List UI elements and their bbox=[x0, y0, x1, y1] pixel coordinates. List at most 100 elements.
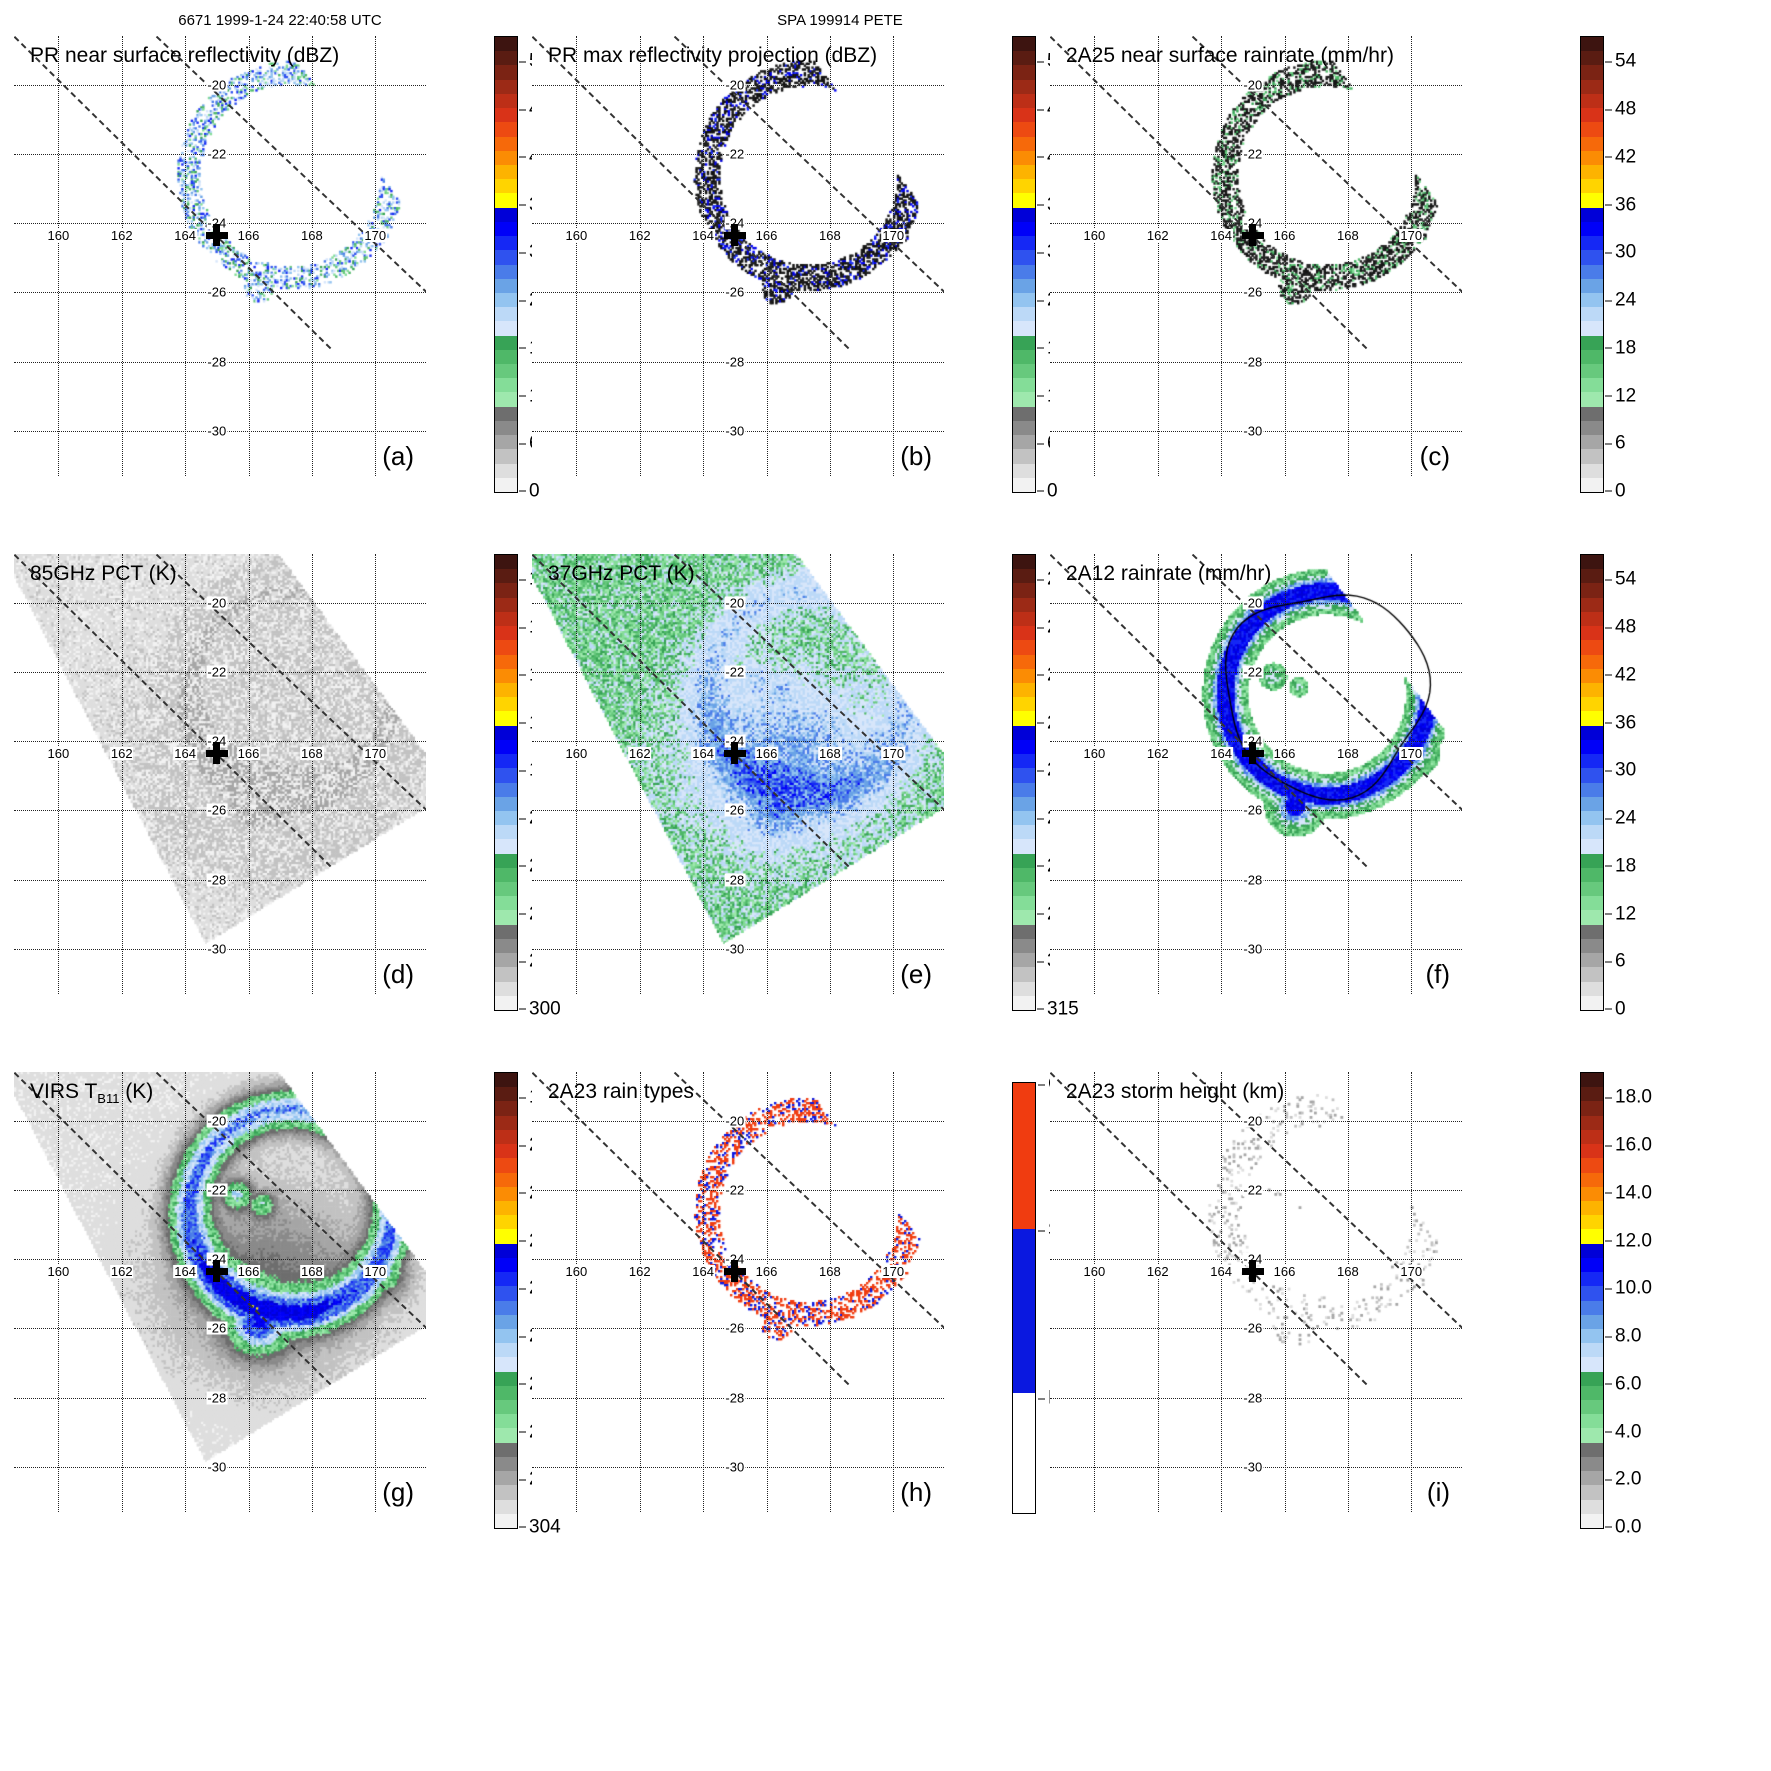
gridline-vertical bbox=[1411, 36, 1413, 476]
colorbar-segment bbox=[495, 1272, 517, 1287]
colorbar-tick: 48 bbox=[1605, 618, 1636, 637]
map-canvas-wrap: 160 162 164 166 168 170 -20 -22 -24 -26 -28 -30 bbox=[1050, 36, 1462, 476]
lat-tick-label: -30 bbox=[1242, 423, 1264, 439]
colorbar-segment bbox=[1581, 392, 1603, 407]
colorbar-segment bbox=[1013, 711, 1035, 726]
map-area-d[interactable]: 160 162 164 166 168 170 -20 -22 -24 -26 -28 -30 bbox=[14, 554, 426, 994]
colorbar-segment bbox=[495, 640, 517, 655]
colorbar-segment bbox=[495, 910, 517, 925]
colorbar-segment bbox=[1581, 150, 1603, 165]
panel-title-g: VIRS TB11 (K) bbox=[30, 1080, 153, 1106]
data-layer-c bbox=[1050, 36, 1462, 476]
colorbar-segment bbox=[1581, 1456, 1603, 1472]
lon-tick-label: 168 bbox=[300, 1264, 324, 1280]
colorbar-segment bbox=[495, 449, 517, 464]
colorbar-c[interactable] bbox=[1580, 36, 1604, 493]
map-area-h[interactable]: 160 162 164 166 168 170 -20 -22 -24 -26 -28 -30 bbox=[532, 1072, 944, 1512]
lat-tick-label: -24 bbox=[724, 1251, 746, 1267]
colorbar-tick-label: 0 bbox=[1615, 480, 1626, 502]
colorbar-f[interactable] bbox=[1580, 554, 1604, 1011]
colorbar-segment bbox=[1581, 569, 1603, 584]
map-area-e[interactable]: 160 162 164 166 168 170 -20 -22 -24 -26 -28 -30 bbox=[532, 554, 944, 994]
lon-tick-label: 168 bbox=[1336, 746, 1360, 762]
colorbar-segment bbox=[1581, 278, 1603, 293]
lon-tick-label: 164 bbox=[691, 1264, 715, 1280]
gridline-vertical bbox=[58, 1072, 60, 1512]
map-area-g[interactable]: 160 162 164 166 168 170 -20 -22 -24 -26 -28 -30 bbox=[14, 1072, 426, 1512]
lon-tick-label: 170 bbox=[363, 1264, 388, 1280]
gridline-vertical bbox=[1284, 1072, 1286, 1512]
lat-tick-label: -28 bbox=[724, 1390, 746, 1406]
gridline-vertical bbox=[121, 1072, 123, 1512]
map-area-i[interactable]: 160 162 164 166 168 170 -20 -22 -24 -26 -28 -30 bbox=[1050, 1072, 1462, 1512]
lon-tick-label: 160 bbox=[1082, 228, 1107, 244]
colorbar-tick-label: 10.0 bbox=[1615, 1277, 1652, 1299]
colorbar-tick-label: 30 bbox=[1615, 759, 1637, 781]
map-area-a[interactable]: 160 162 164 166 168 170 -20 -22 -24 -26 -28 -30 bbox=[14, 36, 426, 476]
colorbar-segment bbox=[495, 1485, 517, 1500]
lat-tick-label: -22 bbox=[724, 664, 746, 680]
colorbar-h[interactable] bbox=[1012, 1082, 1036, 1514]
colorbar-segment bbox=[495, 654, 517, 669]
lat-tick-label: -30 bbox=[206, 941, 228, 957]
colorbar-segment bbox=[1581, 179, 1603, 194]
colorbar-segment bbox=[1581, 93, 1603, 109]
colorbar-segment bbox=[1581, 1144, 1603, 1159]
colorbar-segment bbox=[495, 1371, 517, 1386]
gridline-vertical bbox=[576, 36, 578, 476]
colorbar-segment bbox=[1581, 782, 1603, 797]
colorbar-segment bbox=[495, 782, 517, 797]
panel-title-a: PR near surface reflectivity (dBZ) bbox=[30, 44, 340, 67]
map-area-f[interactable]: 160 162 164 166 168 170 -20 -22 -24 -26 -28 -30 bbox=[1050, 554, 1462, 994]
panel-title-e: 37GHz PCT (K) bbox=[548, 562, 695, 585]
panel-c: 160 162 164 166 168 170 -20 -22 -24 -26 -28 -30 2A25… bbox=[1050, 36, 1462, 476]
colorbar-a[interactable] bbox=[494, 36, 518, 493]
lon-tick-label: 164 bbox=[173, 746, 197, 762]
map-area-b[interactable]: 160 162 164 166 168 170 -20 -22 -24 -26 -28 -30 bbox=[532, 36, 944, 476]
colorbar-e[interactable] bbox=[1012, 554, 1036, 1011]
colorbar-d[interactable] bbox=[494, 554, 518, 1011]
colorbar-segment bbox=[495, 583, 517, 598]
colorbar-segment bbox=[1013, 654, 1035, 669]
colorbar-segment bbox=[1013, 307, 1035, 322]
colorbar-segment bbox=[495, 1456, 517, 1472]
colorbar-segment bbox=[1581, 292, 1603, 308]
colorbar-segment bbox=[495, 1257, 517, 1273]
colorbar-segment bbox=[1013, 37, 1035, 52]
colorbar-tick: 0 bbox=[1605, 1000, 1626, 1019]
colorbar-tick-label: 42 bbox=[1615, 146, 1637, 168]
colorbar-segment bbox=[495, 924, 517, 939]
lat-tick-label: -30 bbox=[724, 423, 746, 439]
gridline-vertical bbox=[1411, 554, 1413, 994]
colorbar-segment bbox=[495, 981, 517, 996]
gridline-vertical bbox=[1157, 554, 1159, 994]
colorbar-segment bbox=[495, 611, 517, 627]
colorbar-tick-label: 18 bbox=[1615, 855, 1637, 877]
colorbar-tick: 36 bbox=[1605, 713, 1636, 732]
colorbar-tick: 36 bbox=[1605, 195, 1636, 214]
colorbar-segment bbox=[495, 1286, 517, 1301]
colorbar-tick-label: 304 bbox=[529, 1516, 561, 1538]
lon-tick-label: 168 bbox=[1336, 1264, 1360, 1280]
colorbar-segment bbox=[495, 754, 517, 769]
colorbar-segment bbox=[1581, 250, 1603, 265]
colorbar-g[interactable] bbox=[494, 1072, 518, 1529]
lat-tick-label: -30 bbox=[1242, 941, 1264, 957]
colorbar-b[interactable] bbox=[1012, 36, 1036, 493]
gridline-vertical bbox=[1221, 36, 1223, 476]
colorbar-segment bbox=[1013, 697, 1035, 712]
colorbar-segment bbox=[1013, 611, 1035, 627]
colorbar-segment bbox=[1013, 164, 1035, 180]
colorbar-segment bbox=[1013, 179, 1035, 194]
colorbar-tick-label: 18.0 bbox=[1615, 1086, 1652, 1108]
colorbar-segment bbox=[1013, 236, 1035, 251]
colorbar-i[interactable] bbox=[1580, 1072, 1604, 1529]
map-area-c[interactable]: 160 162 164 166 168 170 -20 -22 -24 -26 -28 -30 bbox=[1050, 36, 1462, 476]
colorbar-segment bbox=[495, 825, 517, 840]
colorbar-tick-label: 12.0 bbox=[1615, 1230, 1652, 1252]
colorbar-segment bbox=[1581, 754, 1603, 769]
colorbar-segment bbox=[1013, 79, 1035, 94]
colorbar-segment bbox=[1013, 193, 1035, 208]
lon-tick-label: 166 bbox=[1272, 1264, 1297, 1280]
colorbar-segment bbox=[495, 967, 517, 982]
